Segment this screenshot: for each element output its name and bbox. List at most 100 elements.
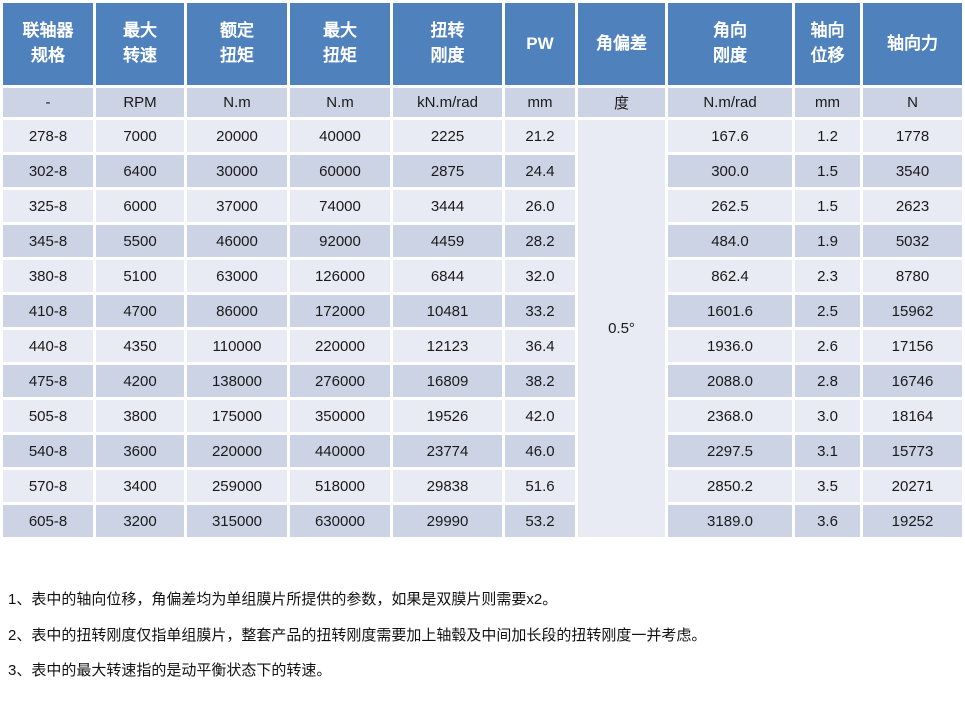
data-cell: 26.0 xyxy=(505,190,575,222)
data-cell: 3189.0 xyxy=(668,505,792,537)
data-cell: 17156 xyxy=(863,330,962,362)
data-cell: 46000 xyxy=(187,225,287,257)
data-cell: 7000 xyxy=(96,120,184,152)
data-cell: 21.2 xyxy=(505,120,575,152)
data-cell: 29990 xyxy=(393,505,502,537)
data-cell: 325-8 xyxy=(3,190,93,222)
data-cell: 126000 xyxy=(290,260,390,292)
footnote-1: 1、表中的轴向位移，角偏差均为单组膜片所提供的参数，如果是双膜片则需要x2。 xyxy=(8,591,558,608)
table-row: 302-8 6400 30000 60000 2875 24.4 300.0 1… xyxy=(3,155,962,187)
data-cell: 276000 xyxy=(290,365,390,397)
table-row: 475-8 4200 138000 276000 16809 38.2 2088… xyxy=(3,365,962,397)
data-cell: 5500 xyxy=(96,225,184,257)
data-cell: 18164 xyxy=(863,400,962,432)
data-cell: 2.6 xyxy=(795,330,860,362)
data-cell: 16809 xyxy=(393,365,502,397)
data-cell: 167.6 xyxy=(668,120,792,152)
data-cell: 3400 xyxy=(96,470,184,502)
data-cell: 63000 xyxy=(187,260,287,292)
table-row: 345-8 5500 46000 92000 4459 28.2 484.0 1… xyxy=(3,225,962,257)
data-cell: 8780 xyxy=(863,260,962,292)
header-angular-deviation: 角偏差 xyxy=(578,3,665,85)
data-cell: 37000 xyxy=(187,190,287,222)
data-cell: 20000 xyxy=(187,120,287,152)
data-cell: 440000 xyxy=(290,435,390,467)
table-row: 605-8 3200 315000 630000 29990 53.2 3189… xyxy=(3,505,962,537)
header-torsional-stiffness: 扭转 刚度 xyxy=(393,3,502,85)
unit-cell: 度 xyxy=(578,88,665,117)
data-cell: 3.1 xyxy=(795,435,860,467)
data-cell: 3200 xyxy=(96,505,184,537)
data-cell: 505-8 xyxy=(3,400,93,432)
data-cell: 175000 xyxy=(187,400,287,432)
data-cell: 15773 xyxy=(863,435,962,467)
unit-cell: N.m xyxy=(290,88,390,117)
data-cell: 40000 xyxy=(290,120,390,152)
header-row: 联轴器 规格 最大 转速 额定 扭矩 最大 扭矩 扭转 刚度 PW 角偏差 角向… xyxy=(3,3,962,85)
unit-cell: N xyxy=(863,88,962,117)
data-cell: 220000 xyxy=(290,330,390,362)
data-cell: 4350 xyxy=(96,330,184,362)
data-cell: 2225 xyxy=(393,120,502,152)
data-cell: 2875 xyxy=(393,155,502,187)
data-cell: 540-8 xyxy=(3,435,93,467)
header-pw: PW xyxy=(505,3,575,85)
data-cell: 33.2 xyxy=(505,295,575,327)
data-cell: 302-8 xyxy=(3,155,93,187)
unit-cell: kN.m/rad xyxy=(393,88,502,117)
data-cell: 19252 xyxy=(863,505,962,537)
table-row: 410-8 4700 86000 172000 10481 33.2 1601.… xyxy=(3,295,962,327)
table-row: 278-8 7000 20000 40000 2225 21.2 0.5° 16… xyxy=(3,120,962,537)
data-cell: 36.4 xyxy=(505,330,575,362)
footnote-2: 2、表中的扭转刚度仅指单组膜片，整套产品的扭转刚度需要加上轴毂及中间加长段的扭转… xyxy=(8,626,707,644)
data-cell: 3540 xyxy=(863,155,962,187)
table-row: 325-8 6000 37000 74000 3444 26.0 262.5 1… xyxy=(3,190,962,222)
table-row: 570-8 3400 259000 518000 29838 51.6 2850… xyxy=(3,470,962,502)
header-rated-torque: 额定 扭矩 xyxy=(187,3,287,85)
data-cell: 23774 xyxy=(393,435,502,467)
data-cell: 484.0 xyxy=(668,225,792,257)
data-cell: 5100 xyxy=(96,260,184,292)
data-cell: 46.0 xyxy=(505,435,575,467)
data-cell: 4700 xyxy=(96,295,184,327)
data-cell: 19526 xyxy=(393,400,502,432)
data-cell: 1778 xyxy=(863,120,962,152)
data-cell: 51.6 xyxy=(505,470,575,502)
data-cell: 74000 xyxy=(290,190,390,222)
data-cell: 3.6 xyxy=(795,505,860,537)
data-cell: 2297.5 xyxy=(668,435,792,467)
data-cell: 3.0 xyxy=(795,400,860,432)
table-row: 505-8 3800 175000 350000 19526 42.0 2368… xyxy=(3,400,962,432)
data-cell: 518000 xyxy=(290,470,390,502)
data-cell: 2850.2 xyxy=(668,470,792,502)
data-cell: 3600 xyxy=(96,435,184,467)
data-cell: 172000 xyxy=(290,295,390,327)
unit-cell: mm xyxy=(795,88,860,117)
unit-cell: N.m/rad xyxy=(668,88,792,117)
data-cell: 12123 xyxy=(393,330,502,362)
data-cell: 220000 xyxy=(187,435,287,467)
data-cell: 6000 xyxy=(96,190,184,222)
data-cell: 3.5 xyxy=(795,470,860,502)
data-cell: 15962 xyxy=(863,295,962,327)
data-cell: 3800 xyxy=(96,400,184,432)
unit-cell: - xyxy=(3,88,93,117)
data-cell: 16746 xyxy=(863,365,962,397)
data-cell: 2.5 xyxy=(795,295,860,327)
data-cell: 5032 xyxy=(863,225,962,257)
data-cell: 53.2 xyxy=(505,505,575,537)
data-cell: 2623 xyxy=(863,190,962,222)
data-cell: 28.2 xyxy=(505,225,575,257)
data-cell: 2088.0 xyxy=(668,365,792,397)
data-cell: 10481 xyxy=(393,295,502,327)
data-cell: 350000 xyxy=(290,400,390,432)
coupling-spec-table: 联轴器 规格 最大 转速 额定 扭矩 最大 扭矩 扭转 刚度 PW 角偏差 角向… xyxy=(3,3,962,537)
data-cell: 42.0 xyxy=(505,400,575,432)
data-cell: 570-8 xyxy=(3,470,93,502)
data-cell: 440-8 xyxy=(3,330,93,362)
data-cell: 862.4 xyxy=(668,260,792,292)
table-row: 380-8 5100 63000 126000 6844 32.0 862.4 … xyxy=(3,260,962,292)
data-cell: 1.5 xyxy=(795,155,860,187)
data-cell: 630000 xyxy=(290,505,390,537)
data-cell: 2.3 xyxy=(795,260,860,292)
